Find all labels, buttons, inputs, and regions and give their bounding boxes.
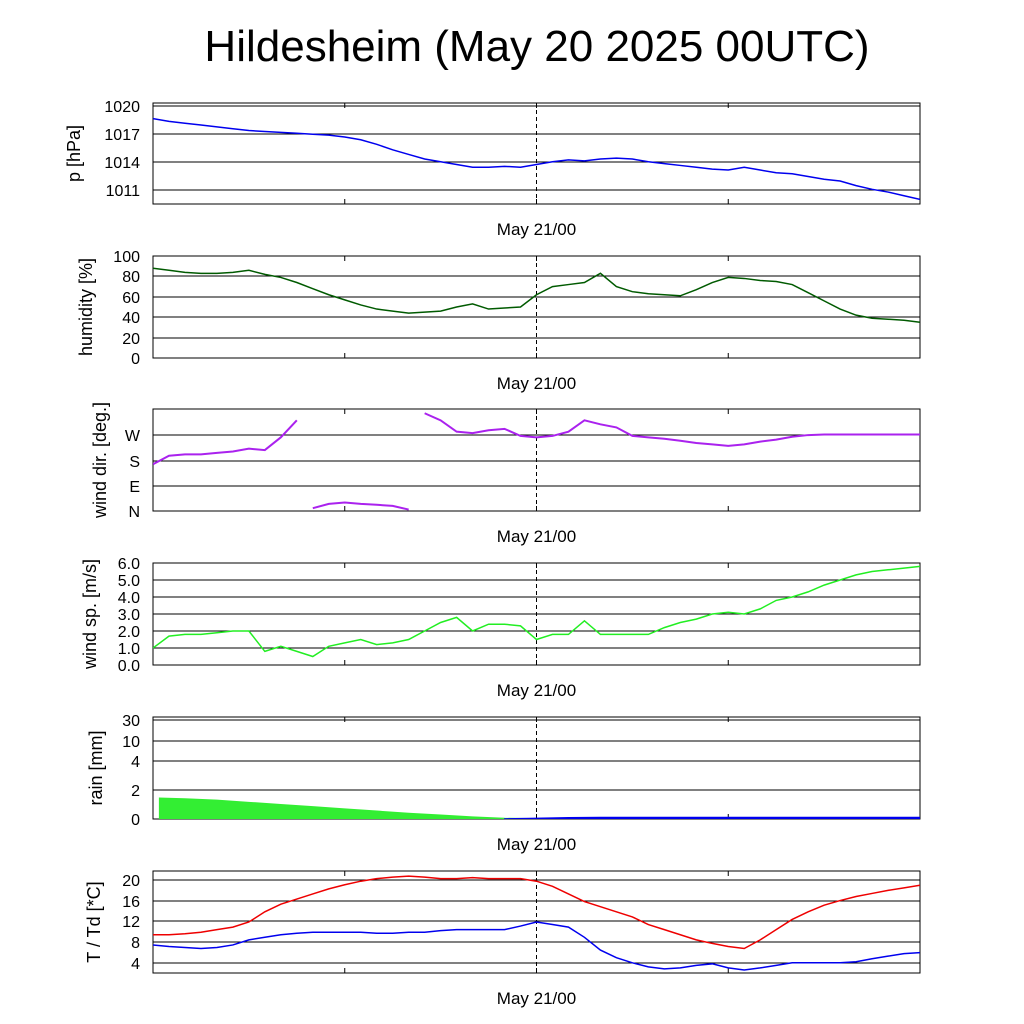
panel-1-xlabel: May 21/00 (497, 220, 576, 239)
panel-3-ytick-label: E (129, 479, 140, 496)
panel-4-ytick-label: 5.0 (118, 573, 140, 590)
chart-title: Hildesheim (May 20 2025 00UTC) (204, 22, 870, 71)
panel-2-xlabel: May 21/00 (497, 374, 576, 393)
panel-2-series-line (153, 267, 920, 324)
panel-6-series-t (153, 875, 920, 950)
panel-5-ylabel: rain [mm] (86, 730, 106, 805)
panel-5-xlabel: May 21/00 (497, 835, 576, 854)
panel-4-ytick-label: 0.0 (118, 658, 140, 675)
panel-5-ytick-label: 4 (131, 754, 140, 771)
panel-6-ytick-label: 12 (122, 914, 140, 931)
panel-4-ytick-label: 4.0 (118, 590, 140, 607)
panel-3-ytick-label: W (125, 428, 141, 445)
panel-3-ylabel: wind dir. [deg.] (90, 402, 110, 519)
panel-6-ytick-label: 4 (131, 956, 140, 973)
panel-6-ytick-label: 16 (122, 894, 140, 911)
panel-5-ytick-label: 30 (122, 713, 140, 730)
panel-3-xlabel: May 21/00 (497, 527, 576, 546)
panel-5-ytick-label: 2 (131, 783, 140, 800)
panel-4-series-line (153, 565, 920, 658)
panel-1-ytick-label: 1020 (104, 99, 140, 116)
panel-1-ytick-label: 1017 (104, 127, 140, 144)
panel-6-xlabel: May 21/00 (497, 989, 576, 1008)
panel-2-ytick-label: 80 (122, 269, 140, 286)
panel-4-xlabel: May 21/00 (497, 681, 576, 700)
panel-4-ylabel: wind sp. [m/s] (80, 559, 100, 670)
panel-6-ytick-label: 8 (131, 935, 140, 952)
panel-4-ytick-label: 6.0 (118, 556, 140, 573)
panel-4-ytick-label: 2.0 (118, 624, 140, 641)
panel-3-ytick-label: S (129, 454, 140, 471)
panel-2-ytick-label: 0 (131, 351, 140, 368)
panel-3-winddir-line-2 (312, 501, 409, 511)
panel-4-ytick-label: 1.0 (118, 641, 140, 658)
panel-1-series-line (153, 117, 920, 201)
panel-2-ytick-label: 60 (122, 290, 140, 307)
panel-3-winddir-line-3 (424, 412, 920, 447)
panel-2-ytick-label: 40 (122, 310, 140, 327)
panel-3-winddir-line-1 (153, 419, 298, 466)
panel-1-ylabel: p [hPa] (64, 125, 84, 182)
panel-5-rain-series-1 (158, 797, 601, 819)
panel-2-ytick-label: 100 (113, 249, 140, 266)
panel-6-ylabel: T / Td [*C] (84, 881, 104, 962)
panel-2-ytick-label: 20 (122, 331, 140, 348)
panel-1-ytick-label: 1011 (106, 183, 141, 200)
panel-1-ytick-label: 1014 (104, 155, 140, 172)
panel-4-ytick-label: 3.0 (118, 607, 140, 624)
panel-3-ytick-label: N (128, 504, 140, 521)
panel-6-series-td (153, 921, 920, 971)
panel-5-ytick-label: 10 (122, 734, 140, 751)
panel-6-ytick-label: 20 (122, 873, 140, 890)
panel-5-ytick-label: 0 (131, 812, 140, 829)
panel-5-rain-series-2 (504, 816, 920, 819)
panel-2-ylabel: humidity [%] (76, 258, 96, 356)
